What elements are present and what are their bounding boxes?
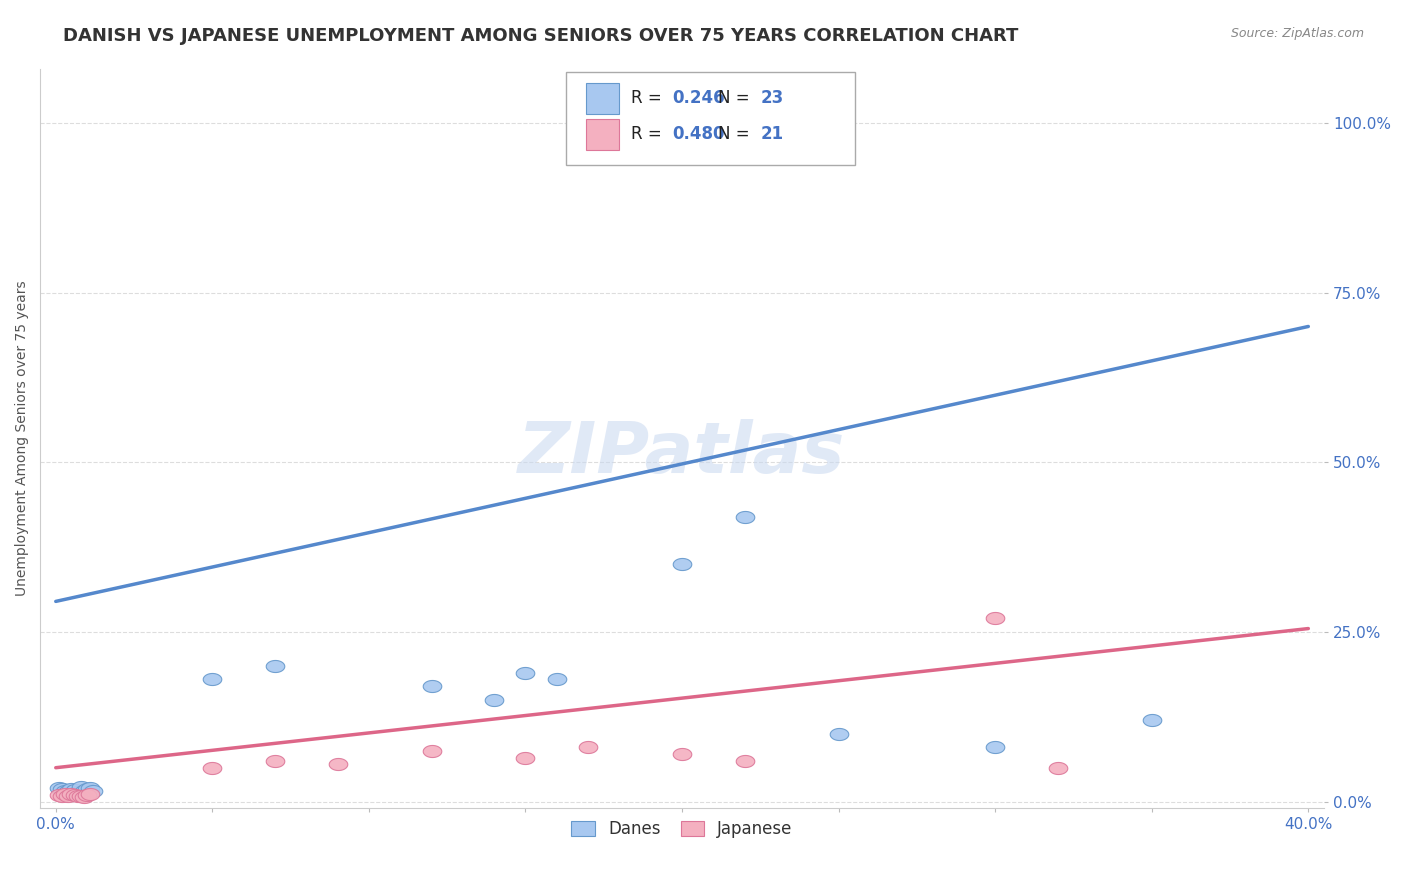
Point (1046, 761, 1069, 775)
Text: Source: ZipAtlas.com: Source: ZipAtlas.com (1230, 27, 1364, 40)
Point (76, 788, 98, 802)
Point (48, 788, 70, 802)
Point (53, 784, 76, 798)
Point (82, 784, 104, 798)
Text: DANISH VS JAPANESE UNEMPLOYMENT AMONG SENIORS OVER 75 YEARS CORRELATION CHART: DANISH VS JAPANESE UNEMPLOYMENT AMONG SE… (63, 27, 1018, 45)
Point (201, 761, 224, 775)
Y-axis label: Unemployment Among Seniors over 75 years: Unemployment Among Seniors over 75 years (15, 281, 30, 596)
Point (66, 785, 89, 799)
FancyBboxPatch shape (567, 72, 855, 165)
Point (482, 693, 505, 707)
Point (734, 509, 756, 524)
Point (201, 673, 224, 687)
Legend: Danes, Japanese: Danes, Japanese (565, 814, 800, 845)
Point (48, 780, 70, 795)
Point (63, 788, 86, 802)
Text: 0.246: 0.246 (672, 89, 724, 107)
FancyBboxPatch shape (586, 83, 619, 114)
Point (1140, 713, 1163, 727)
Text: N =: N = (718, 125, 755, 143)
Point (515, 665, 537, 680)
Point (264, 659, 287, 673)
Text: 21: 21 (761, 125, 783, 143)
Point (76, 782, 98, 797)
Point (79, 780, 101, 795)
Point (63, 783, 86, 797)
Text: 0.480: 0.480 (672, 125, 724, 143)
Point (58, 784, 80, 798)
Point (546, 673, 568, 687)
Point (326, 757, 349, 772)
Point (53, 787, 76, 801)
Point (79, 787, 101, 801)
Point (73, 789, 96, 804)
Point (58, 789, 80, 803)
Point (576, 740, 599, 755)
Point (671, 557, 693, 571)
Point (515, 750, 537, 764)
Point (984, 611, 1007, 625)
Point (827, 727, 849, 741)
Point (60, 781, 83, 796)
Point (264, 754, 287, 768)
Point (51, 789, 73, 804)
Point (420, 679, 443, 693)
Point (420, 744, 443, 758)
Point (984, 740, 1007, 755)
Point (73, 784, 96, 798)
Point (60, 787, 83, 801)
Point (66, 789, 89, 803)
Text: ZIPatlas: ZIPatlas (519, 418, 846, 488)
Point (671, 747, 693, 761)
Point (69, 789, 91, 804)
Point (734, 754, 756, 768)
Text: N =: N = (718, 89, 755, 107)
Point (51, 782, 73, 797)
Text: R =: R = (631, 89, 666, 107)
FancyBboxPatch shape (586, 119, 619, 150)
Point (69, 780, 91, 795)
Text: R =: R = (631, 125, 666, 143)
Text: 23: 23 (761, 89, 783, 107)
